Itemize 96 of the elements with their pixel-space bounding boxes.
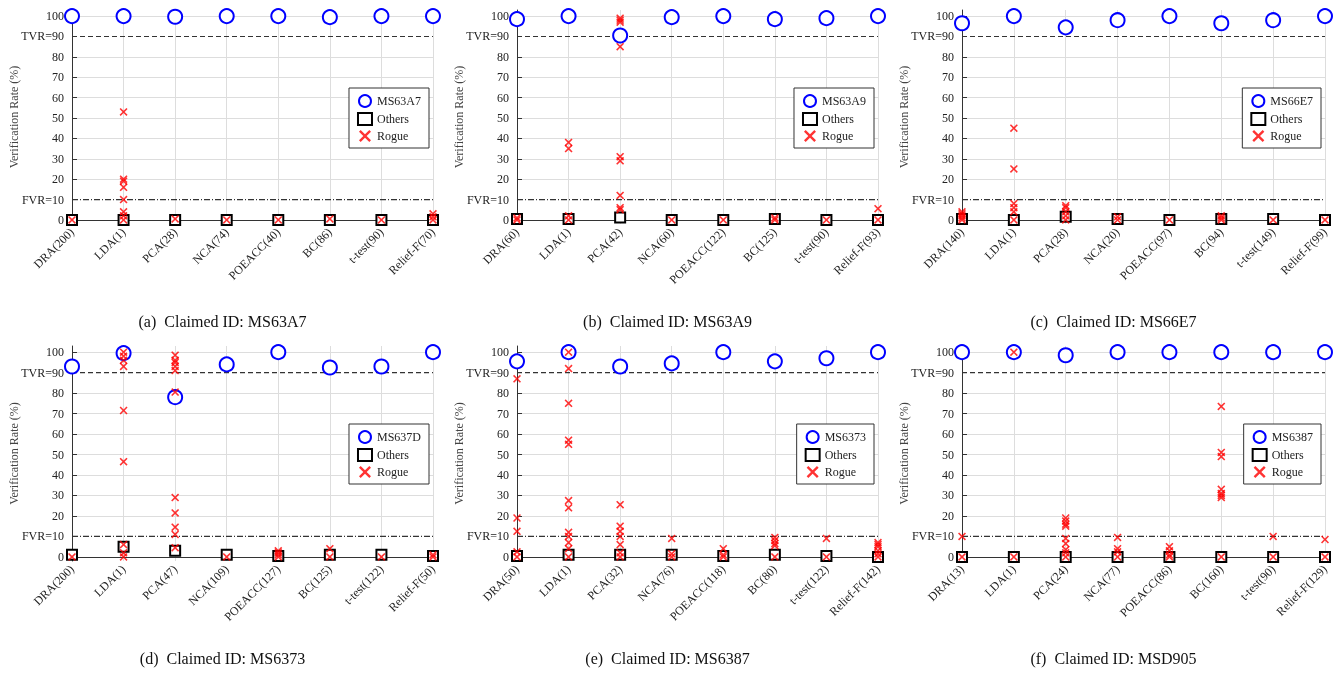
- y-axis-title: Verification Rate (%): [897, 402, 911, 505]
- y-tick-label: 50: [942, 111, 954, 126]
- legend-label: Rogue: [376, 465, 409, 479]
- text: (d) Claimed ID: MS6373: [139, 649, 306, 668]
- y-tick-label: 100: [491, 345, 509, 360]
- y-tick-label: 40: [497, 468, 509, 482]
- text: (c) Claimed ID: MS66E7: [1030, 312, 1197, 331]
- y-tick-label: 20: [942, 508, 954, 523]
- ref-line-label: FVR=10: [21, 529, 64, 544]
- y-tick-label: 20: [52, 172, 64, 187]
- ref-line-label: TVR=90: [911, 365, 954, 380]
- legend-label: Others: [1270, 112, 1303, 126]
- legend-label: MS6373: [824, 430, 866, 444]
- y-tick-label: 20: [942, 172, 954, 187]
- ref-line-label: FVR=10: [21, 192, 64, 207]
- text: (e) Claimed ID: MS6387: [585, 649, 750, 668]
- text: (f) Claimed ID: MSD905: [1030, 649, 1197, 668]
- ref-line-label: FVR=10: [466, 192, 509, 207]
- ref-line-label: FVR=10: [911, 192, 954, 207]
- y-tick-label: 30: [942, 488, 954, 503]
- y-tick-label: 80: [497, 386, 509, 401]
- y-tick-label: 80: [497, 49, 509, 64]
- legend-label: Others: [821, 112, 855, 126]
- y-tick-label: 70: [942, 406, 954, 421]
- y-tick-label: 30: [52, 488, 64, 503]
- ref-line-label: TVR=90: [21, 365, 64, 380]
- y-axis-title: Verification Rate (%): [7, 402, 21, 505]
- legend-label: Others: [376, 112, 410, 126]
- text: (b) Claimed ID: MS63A9: [583, 312, 752, 331]
- y-tick-label: 80: [52, 386, 64, 401]
- y-tick-label: 100: [936, 345, 954, 360]
- y-tick-label: 20: [52, 508, 64, 523]
- y-tick-label: 40: [52, 131, 64, 146]
- y-tick-label: 80: [942, 49, 954, 64]
- legend-label: Rogue: [376, 129, 409, 143]
- y-tick-label: 30: [497, 488, 509, 503]
- y-axis-title: Verification Rate (%): [452, 65, 466, 169]
- y-tick-label: 50: [52, 111, 64, 126]
- legend-label: MS63A7: [376, 94, 422, 108]
- legend-label: Rogue: [824, 465, 856, 479]
- y-tick-label: 30: [497, 151, 509, 166]
- y-tick-label: 50: [497, 447, 509, 462]
- y-tick-label: 100: [936, 9, 954, 24]
- ref-line-label: TVR=90: [466, 365, 509, 380]
- y-tick-label: 50: [497, 111, 509, 126]
- y-tick-label: 100: [46, 345, 64, 360]
- y-tick-label: 60: [52, 427, 64, 442]
- y-tick-label: 0: [503, 549, 509, 564]
- legend-label: MS66E7: [1270, 94, 1314, 108]
- y-tick-label: 20: [497, 172, 509, 187]
- legend-label: Others: [824, 448, 857, 462]
- y-tick-label: 60: [52, 90, 64, 105]
- y-tick-label: 60: [497, 90, 509, 105]
- legend-label: MS6387: [1271, 430, 1313, 444]
- y-tick-label: 70: [497, 70, 509, 85]
- y-tick-label: 60: [942, 427, 954, 442]
- ref-line-label: TVR=90: [21, 29, 64, 44]
- y-tick-label: 0: [58, 549, 64, 564]
- ref-line-label: FVR=10: [466, 529, 509, 544]
- y-axis-title: Verification Rate (%): [7, 65, 21, 169]
- y-tick-label: 60: [942, 90, 954, 105]
- y-tick-label: 70: [942, 70, 954, 85]
- y-tick-label: 60: [497, 427, 509, 442]
- legend-label: MS63A9: [821, 94, 867, 108]
- ref-line-label: TVR=90: [466, 29, 509, 44]
- y-tick-label: 40: [942, 468, 954, 482]
- legend-label: Rogue: [1270, 129, 1302, 143]
- y-tick-label: 40: [942, 131, 954, 146]
- y-tick-label: 70: [497, 406, 509, 421]
- y-axis-title: Verification Rate (%): [452, 402, 466, 505]
- y-tick-label: 30: [52, 151, 64, 166]
- y-tick-label: 50: [52, 447, 64, 462]
- y-tick-label: 70: [52, 70, 64, 85]
- y-tick-label: 80: [52, 49, 64, 64]
- y-tick-label: 100: [46, 9, 64, 24]
- y-tick-label: 50: [942, 447, 954, 462]
- y-tick-label: 20: [497, 508, 509, 523]
- y-tick-label: 30: [942, 151, 954, 166]
- y-tick-label: 0: [948, 549, 954, 564]
- y-axis-title: Verification Rate (%): [897, 65, 911, 169]
- y-tick-label: 40: [52, 468, 64, 482]
- y-tick-label: 40: [497, 131, 509, 146]
- legend-label: Others: [376, 448, 410, 462]
- text: (a) Claimed ID: MS63A7: [138, 312, 307, 331]
- y-tick-label: 0: [58, 212, 64, 227]
- legend-label: MS637D: [376, 430, 422, 444]
- y-tick-label: 100: [491, 9, 509, 24]
- ref-line-label: FVR=10: [911, 529, 954, 544]
- y-tick-label: 0: [503, 212, 509, 227]
- legend-label: Rogue: [1271, 465, 1303, 479]
- legend-label: Rogue: [821, 129, 854, 143]
- y-tick-label: 80: [942, 386, 954, 401]
- legend-label: Others: [1271, 448, 1304, 462]
- ref-line-label: TVR=90: [911, 29, 954, 44]
- y-tick-label: 0: [948, 212, 954, 227]
- y-tick-label: 70: [52, 406, 64, 421]
